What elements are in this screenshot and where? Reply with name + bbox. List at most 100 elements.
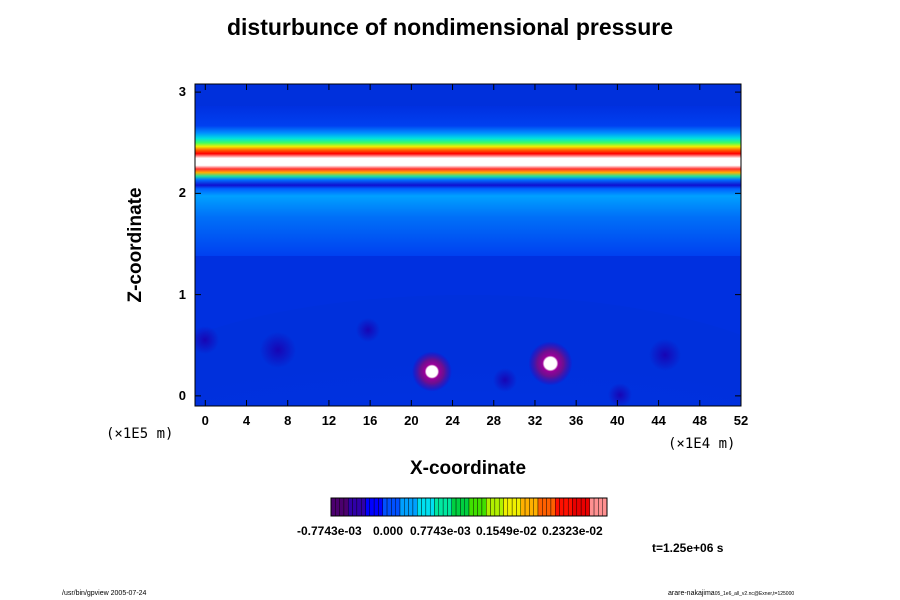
colorbar-cell: [464, 497, 470, 517]
colorbar-label: 0.7743e-03: [410, 524, 471, 538]
colorbar-cell: [417, 497, 422, 517]
colorbar-cell: [563, 497, 569, 517]
colorbar-cell: [438, 497, 444, 517]
colorbar-cell: [593, 497, 599, 517]
colorbar-cell: [542, 497, 547, 517]
source-2: [528, 341, 573, 386]
colorbar-cell: [356, 497, 362, 517]
dark-spot: [195, 326, 219, 354]
x-axis-label: X-coordinate: [409, 458, 527, 479]
colorbar-label: 0.000: [373, 524, 404, 538]
colorbar-cell: [567, 497, 573, 517]
lower-dome: [195, 295, 741, 406]
dark-spot: [649, 339, 681, 371]
colorbar-cell: [477, 497, 483, 517]
colorbar-cell: [481, 497, 487, 517]
colorbar-cell: [494, 497, 500, 517]
colorbar-label: 0.2323e-02: [542, 524, 603, 538]
colorbar-cell: [434, 497, 440, 517]
colorbar-cell: [404, 497, 409, 517]
x-tick-label: 36: [568, 413, 584, 428]
colorbar-cell: [412, 497, 418, 517]
x-tick-label: 52: [733, 413, 749, 428]
upper-bands: [195, 106, 741, 196]
x-tick-label: 24: [445, 413, 460, 428]
dark-spot: [493, 368, 517, 392]
y-tick-label: 2: [178, 185, 186, 201]
footer-left: /usr/bin/gpview 2005-07-24: [62, 590, 147, 597]
y-tick-label: 3: [178, 84, 186, 100]
y-scale-label: (×1E5 m): [106, 426, 174, 442]
colorbar-cell: [473, 497, 478, 517]
dark-spot: [356, 318, 380, 342]
source-1: [411, 351, 452, 392]
colorbar-cell: [395, 497, 401, 517]
colorbar-cell: [468, 497, 474, 517]
x-tick-label: 32: [527, 413, 543, 428]
colorbar-cell: [598, 497, 603, 517]
y-axis-label: Z-coordinate: [125, 187, 146, 303]
x-tick-label: 28: [486, 413, 501, 428]
colorbar-cell: [516, 497, 521, 517]
x-tick-label: 20: [404, 413, 419, 428]
colorbar-cell: [533, 497, 539, 517]
x-tick-label: 44: [651, 413, 666, 428]
colorbar-frame: [330, 497, 608, 517]
y-tick-label: 0: [178, 387, 186, 403]
colorbar-cell: [352, 497, 358, 517]
top-region: [195, 84, 741, 106]
colorbar-cell: [555, 497, 560, 517]
colorbar-cell: [429, 497, 435, 517]
colorbar-cell: [382, 497, 388, 517]
colorbar-cell: [490, 497, 496, 517]
colorbar-cell: [391, 497, 396, 517]
y-tick-label: 1: [178, 286, 186, 302]
colorbar-cell: [589, 497, 595, 517]
colorbar-cell: [369, 497, 375, 517]
colorbar-cell: [576, 497, 582, 517]
x-tick-label: 0: [201, 413, 209, 428]
x-scale-label: (×1E4 m): [668, 436, 736, 452]
colorbar-cell: [524, 497, 530, 517]
footer-right-main: arare-nakajima: [668, 590, 715, 597]
x-tick-label: 4: [242, 413, 251, 428]
colorbar-cell: [602, 497, 608, 517]
colorbar-cell: [425, 497, 431, 517]
colorbar-cell: [520, 497, 526, 517]
dark-spot: [260, 332, 296, 368]
colorbar-cell: [546, 497, 552, 517]
colorbar-cell: [408, 497, 414, 517]
x-tick-marks: [204, 84, 742, 406]
colorbar-cell: [580, 497, 586, 517]
footer-right: arare-nakajima05_1e6_all_v2.nc@Exner,t=1…: [668, 590, 794, 597]
colorbar-cell: [486, 497, 491, 517]
colorbar-cell: [585, 497, 590, 517]
chart-title: disturbunce of nondimensional pressure: [226, 14, 673, 40]
colorbar-cell: [455, 497, 461, 517]
colorbar-cell: [348, 497, 353, 517]
colorbar-cell: [365, 497, 371, 517]
colorbar-cell: [386, 497, 392, 517]
colorbar-cell: [511, 497, 517, 517]
colorbar-cell: [507, 497, 513, 517]
colorbar-cell: [442, 497, 448, 517]
colorbar-cell: [498, 497, 504, 517]
x-tick-label: 16: [362, 413, 378, 428]
colorbar-cell: [335, 497, 340, 517]
colorbar-cell: [421, 497, 427, 517]
x-tick-label: 12: [321, 413, 337, 428]
x-tick-label: 40: [610, 413, 625, 428]
x-tick-label: 48: [692, 413, 708, 428]
colorbar-cell: [503, 497, 509, 517]
colorbar-cell: [343, 497, 349, 517]
x-tick-label: 8: [284, 413, 292, 428]
colorbar-label: 0.1549e-02: [476, 524, 537, 538]
colorbar-cell: [451, 497, 457, 517]
colorbar-cell: [550, 497, 556, 517]
colorbar-cell: [572, 497, 578, 517]
footer-right-sub: 05_1e6_all_v2.nc@Exner,t=125000: [714, 591, 795, 597]
colorbar-cell: [537, 497, 543, 517]
dark-spot: [608, 383, 632, 406]
